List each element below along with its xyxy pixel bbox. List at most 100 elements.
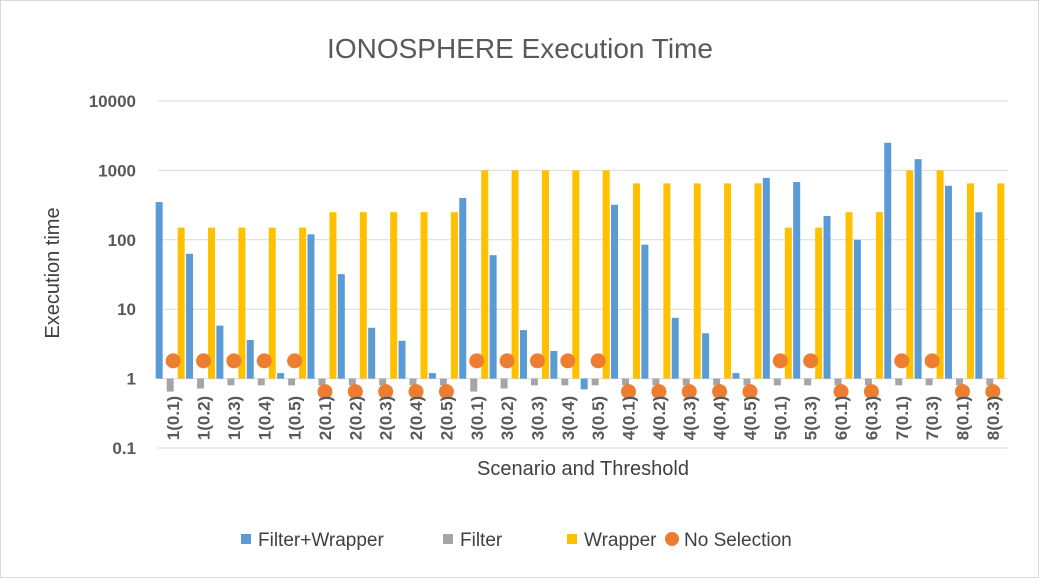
- bar-filter: [197, 378, 205, 389]
- no-selection-marker: [317, 384, 333, 400]
- bar-filter: [530, 378, 538, 386]
- chart-title: IONOSPHERE Execution Time: [327, 33, 713, 64]
- no-selection-marker: [742, 384, 758, 400]
- bar-wrapper: [208, 227, 216, 379]
- x-tick-label: 8(0.3): [984, 396, 1003, 440]
- x-tick-label: 5(0.1): [771, 396, 790, 440]
- no-selection-marker: [863, 384, 879, 400]
- y-axis-ticks: 0.1 1 10 100 1000 10000: [89, 92, 136, 458]
- bar-filter-wrapper: [884, 142, 892, 379]
- no-selection-marker: [954, 384, 970, 400]
- no-selection-marker: [226, 353, 242, 369]
- bar-filter: [439, 378, 447, 386]
- bar-filter-wrapper: [823, 216, 831, 379]
- bar-filter-wrapper: [459, 198, 467, 379]
- bar-wrapper: [481, 170, 489, 379]
- bar-filter-wrapper: [155, 202, 163, 379]
- no-selection-marker: [651, 384, 667, 400]
- legend-swatch-wrapper: [567, 534, 577, 544]
- bar-filter-wrapper: [975, 212, 983, 379]
- legend-label: Wrapper: [584, 530, 657, 551]
- bar-filter: [955, 378, 963, 386]
- no-selection-marker: [772, 353, 788, 369]
- bar-wrapper: [541, 170, 549, 379]
- bar-filter-wrapper: [550, 350, 558, 379]
- x-tick-label: 3(0.4): [559, 396, 578, 440]
- no-selection-marker: [499, 353, 515, 369]
- x-tick-label: 3(0.5): [589, 396, 608, 440]
- bar-filter: [804, 378, 812, 386]
- no-selection-marker: [287, 353, 303, 369]
- no-selection-marker: [833, 384, 849, 400]
- x-tick-label: 4(0.3): [680, 396, 699, 440]
- bar-filter: [773, 378, 781, 386]
- bar-wrapper: [329, 212, 337, 379]
- no-selection-marker: [894, 353, 910, 369]
- x-tick-label: 1(0.2): [195, 396, 214, 440]
- x-tick-label: 1(0.1): [164, 396, 183, 440]
- bar-wrapper: [572, 170, 580, 379]
- bar-wrapper: [663, 183, 671, 379]
- y-tick-label: 10: [117, 300, 136, 319]
- bar-filter: [561, 378, 569, 386]
- bar-wrapper: [602, 170, 610, 379]
- bar-wrapper: [450, 212, 458, 379]
- no-selection-marker: [621, 384, 637, 400]
- bar-wrapper: [633, 183, 641, 379]
- legend-label: No Selection: [684, 530, 792, 551]
- bar-filter-wrapper: [580, 378, 588, 390]
- x-tick-label: 4(0.4): [711, 396, 730, 440]
- bar-filter: [986, 378, 994, 386]
- no-selection-marker: [985, 384, 1001, 400]
- bar-filter-wrapper: [277, 373, 285, 379]
- y-tick-label: 100: [108, 231, 136, 250]
- bar-filter: [834, 378, 842, 386]
- x-tick-label: 2(0.2): [346, 396, 365, 440]
- x-tick-label: 2(0.1): [316, 396, 335, 440]
- x-tick-label: 3(0.1): [468, 396, 487, 440]
- bar-filter: [743, 378, 751, 386]
- bar-filter-wrapper: [641, 244, 649, 379]
- bar-filter: [500, 378, 508, 389]
- bar-wrapper: [724, 183, 732, 379]
- no-selection-marker: [347, 384, 363, 400]
- x-tick-label: 3(0.2): [498, 396, 517, 440]
- bar-wrapper: [299, 227, 307, 379]
- bar-wrapper: [268, 227, 276, 379]
- bar-filter: [591, 378, 599, 386]
- bar-filter: [925, 378, 933, 386]
- bar-wrapper: [906, 170, 914, 379]
- x-tick-label: 3(0.3): [528, 396, 547, 440]
- x-tick-label: 2(0.5): [437, 396, 456, 440]
- bars: [155, 142, 1005, 392]
- no-selection-marker: [529, 353, 545, 369]
- legend-swatch-filter: [443, 534, 453, 544]
- bar-filter: [409, 378, 417, 386]
- x-axis-label: Scenario and Threshold: [477, 458, 689, 480]
- bar-filter: [470, 378, 478, 392]
- no-selection-marker: [408, 384, 424, 400]
- x-tick-label: 2(0.3): [377, 396, 396, 440]
- legend-swatch-no-selection: [665, 532, 679, 546]
- bar-wrapper: [359, 212, 367, 379]
- bar-filter-wrapper: [762, 177, 770, 379]
- x-tick-label: 6(0.1): [832, 396, 851, 440]
- no-selection-marker: [924, 353, 940, 369]
- legend: Filter+Wrapper Filter Wrapper No Selection: [241, 530, 792, 551]
- x-tick-label: 4(0.2): [650, 396, 669, 440]
- legend-swatch-filter-wrapper: [241, 534, 251, 544]
- bar-filter: [895, 378, 903, 386]
- bar-filter-wrapper: [853, 239, 861, 379]
- bar-filter-wrapper: [793, 182, 801, 379]
- x-axis-ticks: 1(0.1) 1(0.2) 1(0.3) 1(0.4) 1(0.5) 2(0.1) 2(0.…: [164, 396, 1003, 440]
- bar-filter-wrapper: [944, 185, 952, 379]
- bar-filter-wrapper: [246, 339, 254, 379]
- x-tick-label: 1(0.3): [225, 396, 244, 440]
- bar-wrapper: [815, 227, 823, 379]
- bar-filter: [379, 378, 387, 386]
- x-tick-label: 7(0.1): [893, 396, 912, 440]
- bar-filter: [652, 378, 660, 386]
- no-selection-markers: [165, 353, 1001, 400]
- x-tick-label: 6(0.3): [862, 396, 881, 440]
- y-axis-label: Execution time: [42, 207, 64, 338]
